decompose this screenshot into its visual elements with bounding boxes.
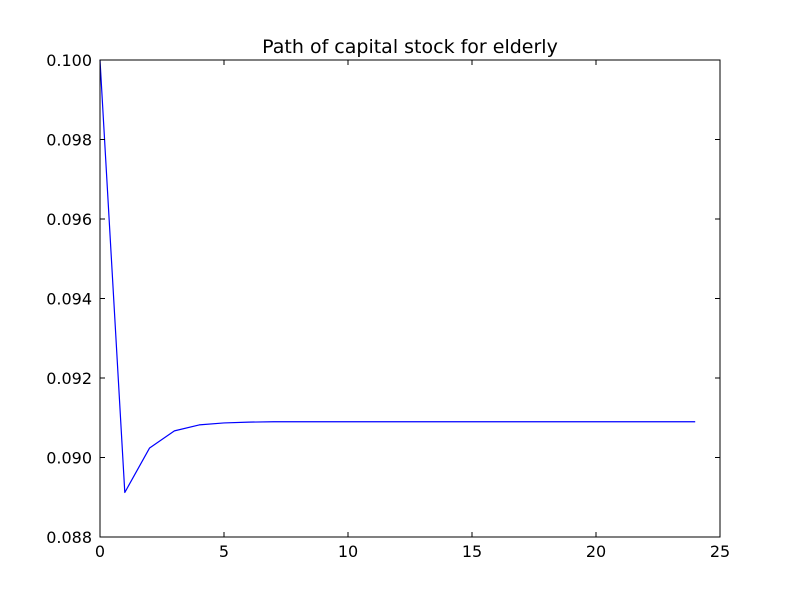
axis-ticks: 0 5 10 15 20 25 0.088 0.090 0.092 0.094 0.096 0.098… [46,51,730,561]
y-tick-label: 0.090 [46,449,92,468]
plot-frame [99,59,721,538]
y-tick-label: 0.100 [46,51,92,70]
series-line [99,59,696,494]
x-tick-label: 15 [462,542,482,561]
y-tick-label: 0.088 [46,528,92,547]
x-tick-label: 10 [338,542,358,561]
x-tick-label: 0 [95,542,105,561]
x-tick-label: 20 [586,542,606,561]
y-tick-label: 0.096 [46,210,92,229]
plot-marks [99,59,696,494]
x-tick-label: 25 [710,542,730,561]
chart-title: Path of capital stock for elderly [262,36,558,58]
x-tick-label: 5 [219,542,229,561]
y-tick-label: 0.098 [46,131,92,150]
y-tick-label: 0.092 [46,369,92,388]
y-tick-label: 0.094 [46,290,92,309]
